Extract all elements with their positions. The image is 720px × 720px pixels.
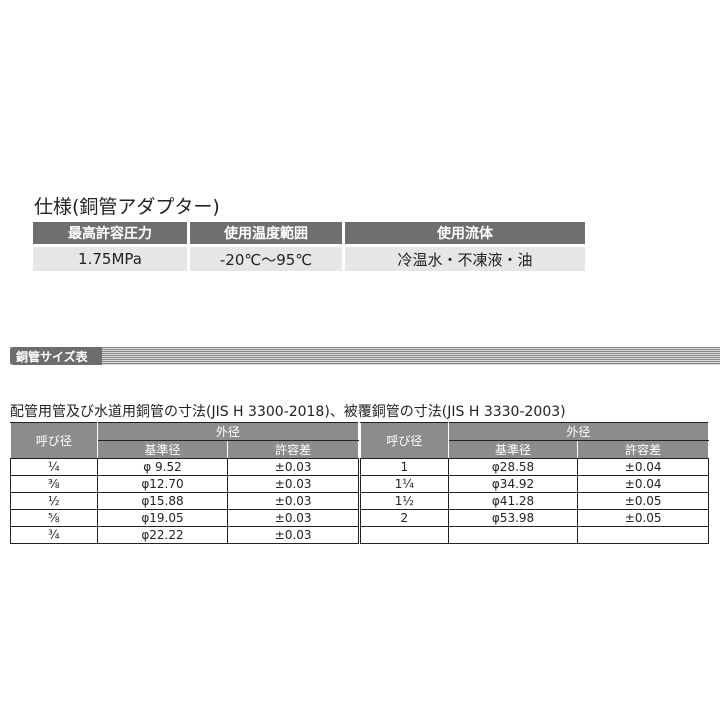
- cell-tolerance: ±0.03: [227, 492, 359, 510]
- spec-title: 仕様(銅管アダプター): [34, 196, 220, 218]
- cell-tolerance: ±0.03: [227, 475, 359, 493]
- spec-header-pressure: 最高許容圧力: [33, 222, 187, 244]
- cell-tolerance: ±0.05: [577, 509, 709, 527]
- cell-nominal: ⅜: [10, 475, 98, 493]
- table-row: ½ φ15.88 ±0.03: [10, 492, 359, 510]
- header-tolerance: 許容差: [577, 440, 709, 459]
- cell-tolerance: ±0.03: [227, 526, 359, 544]
- cell-diameter: φ22.22: [96, 526, 229, 544]
- cell-diameter: φ28.58: [447, 458, 579, 476]
- size-table-title: 配管用管及び水道用銅管の寸法(JIS H 3300-2018)、被覆銅管の寸法(…: [10, 404, 566, 420]
- header-standard: 基準径: [447, 440, 579, 459]
- spec-value-fluid: 冷温水・不凍液・油: [345, 247, 585, 271]
- cell-tolerance: [577, 526, 709, 544]
- cell-diameter: φ53.98: [447, 509, 579, 527]
- cell-nominal: ½: [10, 492, 98, 510]
- cell-nominal: 1¼: [360, 475, 449, 493]
- cell-tolerance: ±0.05: [577, 492, 709, 510]
- cell-diameter: φ 9.52: [96, 458, 229, 476]
- cell-nominal: 2: [360, 509, 449, 527]
- section-divider: [10, 347, 720, 365]
- table-row: ¾ φ22.22 ±0.03: [10, 526, 359, 544]
- table-row: 1¼ φ34.92 ±0.04: [360, 475, 709, 493]
- spec-value-temperature: -20℃～95℃: [190, 247, 342, 271]
- header-nominal: 呼び径: [10, 422, 98, 459]
- size-table-right: 呼び径 外径 基準径 許容差 1 φ28.58 ±0.04 1¼ φ34.92 ±0.04 1½…: [360, 422, 710, 544]
- header-tolerance: 許容差: [227, 440, 359, 459]
- table-row: 1½ φ41.28 ±0.05: [360, 492, 709, 510]
- cell-nominal: 1: [360, 458, 449, 476]
- cell-tolerance: ±0.04: [577, 475, 709, 493]
- header-outer: 外径: [96, 422, 360, 441]
- table-row: ⅜ φ12.70 ±0.03: [10, 475, 359, 493]
- table-row: 2 φ53.98 ±0.05: [360, 509, 709, 527]
- cell-diameter: φ34.92: [447, 475, 579, 493]
- cell-tolerance: ±0.03: [227, 458, 359, 476]
- header-standard: 基準径: [96, 440, 229, 459]
- cell-tolerance: ±0.04: [577, 458, 709, 476]
- header-outer: 外径: [447, 422, 710, 441]
- cell-diameter: φ41.28: [447, 492, 579, 510]
- spec-header-fluid: 使用流体: [345, 222, 585, 244]
- table-row: ⅝ φ19.05 ±0.03: [10, 509, 359, 527]
- right-body: 1 φ28.58 ±0.04 1¼ φ34.92 ±0.04 1½ φ41.28 ±0.05 2 φ…: [360, 458, 709, 544]
- cell-nominal: ¼: [10, 458, 98, 476]
- section-label: 銅管サイズ表: [10, 347, 102, 365]
- table-row: 1 φ28.58 ±0.04: [360, 458, 709, 476]
- cell-diameter: φ12.70: [96, 475, 229, 493]
- cell-diameter: φ19.05: [96, 509, 229, 527]
- cell-nominal: ⅝: [10, 509, 98, 527]
- cell-tolerance: ±0.03: [227, 509, 359, 527]
- spec-value-pressure: 1.75MPa: [33, 247, 187, 271]
- table-row: [360, 526, 709, 544]
- cell-nominal: ¾: [10, 526, 98, 544]
- spec-header-temperature: 使用温度範囲: [190, 222, 342, 244]
- header-nominal: 呼び径: [360, 422, 449, 459]
- cell-nominal: 1½: [360, 492, 449, 510]
- cell-nominal: [360, 526, 449, 544]
- cell-diameter: [447, 526, 579, 544]
- cell-diameter: φ15.88: [96, 492, 229, 510]
